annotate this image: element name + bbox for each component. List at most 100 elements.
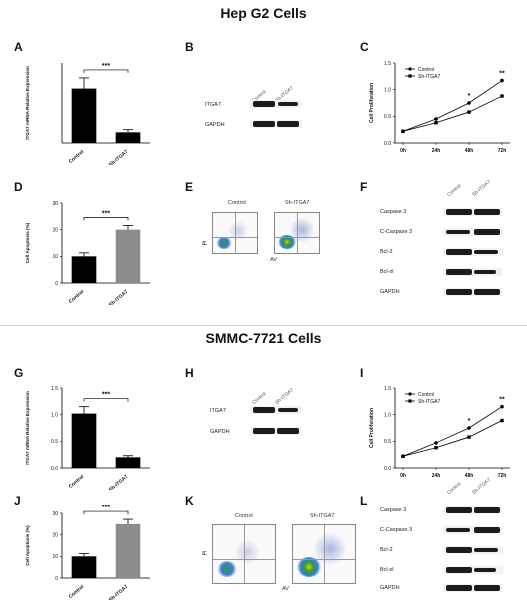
data-point — [401, 129, 405, 133]
bar — [115, 132, 141, 143]
panel-label-a: A — [14, 40, 23, 54]
western-blot-l: Control Sh-ITGA7 Caspase 3 C-Caspase 3 B… — [375, 477, 515, 600]
x-tick-label: Sh-ITGA7 — [108, 289, 129, 305]
y-tick-label: 0.5 — [51, 439, 58, 445]
wb-row-label-gapdh: GAPDH — [380, 289, 400, 295]
significance-label: *** — [102, 392, 110, 399]
wb-row-label-bclxl: Bcl-xl — [380, 269, 394, 275]
bar — [115, 229, 141, 283]
y-tick-label: 0 — [55, 281, 58, 287]
significance-bracket — [83, 510, 129, 515]
significance-bracket — [83, 217, 129, 221]
wb-row-label-gapdh: GAPDH — [380, 585, 400, 591]
bar — [71, 88, 97, 143]
significance-label: ** — [499, 397, 505, 404]
x-tick-label: 48h — [465, 148, 474, 154]
wb-band-row — [250, 100, 302, 108]
wb-band-row — [443, 268, 503, 276]
lane-label-control: Control — [251, 391, 268, 406]
wb-band-row — [443, 288, 503, 296]
flow-cytometry-k: Control Sh-ITGA7 PI AV — [200, 510, 370, 605]
wb-row-label-bcl2: Bcl-2 — [380, 547, 393, 553]
wb-row-label-gapdh: GAPDH — [205, 122, 225, 128]
y-tick-label: 20 — [52, 227, 58, 233]
y-tick-label: 0.0 — [384, 466, 391, 472]
x-tick-label: Sh-ITGA7 — [108, 149, 129, 165]
flow-plot-control — [212, 524, 276, 584]
y-tick-label: 20 — [52, 532, 58, 538]
wb-row-label-itga7: ITGA7 — [205, 102, 221, 108]
y-axis-label: Cell Apoptosis (%) — [25, 525, 30, 566]
wb-band-row — [443, 506, 503, 514]
panel-label-f: F — [360, 180, 368, 194]
y-tick-label: 30 — [52, 201, 58, 207]
panel-label-b: B — [185, 40, 194, 54]
wb-row-label-ccaspase3: C-Caspase 3 — [380, 527, 413, 533]
chart-d-apoptosis: 0 10 20 30 Control Sh-ITGA7 *** Cell Apoptosis … — [25, 201, 150, 305]
flow-plot-shitga7 — [292, 524, 356, 584]
bar — [115, 457, 141, 468]
lane-label-control: Control — [446, 481, 463, 496]
section-divider — [0, 325, 527, 326]
panel-label-h: H — [185, 366, 194, 380]
data-point — [467, 426, 471, 430]
panel-label-e: E — [185, 180, 194, 194]
x-tick-label: 72h — [498, 148, 507, 154]
legend-label: Sh-ITGA7 — [418, 74, 440, 80]
x-tick-label: Sh-ITGA7 — [108, 474, 129, 490]
x-tick-label: 24h — [432, 473, 441, 479]
bar — [115, 523, 141, 578]
data-point — [467, 110, 471, 114]
y-tick-label: 0 — [55, 576, 58, 582]
series-line — [402, 406, 503, 457]
panel-label-c: C — [360, 40, 369, 54]
data-point — [434, 446, 438, 450]
western-blot-h: Control Sh-ITGA7 ITGA7 GAPDH — [200, 385, 320, 465]
significance-label: *** — [102, 63, 110, 70]
data-point — [500, 94, 504, 98]
significance-label: * — [468, 93, 471, 100]
x-tick-label: Control — [68, 584, 86, 600]
x-tick-label: Control — [68, 289, 86, 305]
wb-band-row — [250, 427, 302, 435]
data-point — [467, 101, 471, 105]
chart-a-mrna-expression: Control Sh-ITGA7 *** ITGA7 mRNA Relative Ex… — [25, 63, 150, 165]
x-tick-label: 0h — [400, 473, 406, 479]
wb-band-row — [443, 228, 503, 236]
wb-row-label-ccaspase3: C-Caspase 3 — [380, 229, 413, 235]
lane-label-shitga7: Sh-ITGA7 — [471, 179, 493, 198]
y-tick-label: 1.0 — [384, 87, 391, 93]
significance-label: *** — [102, 505, 110, 511]
panel-label-l: L — [360, 494, 368, 508]
wb-row-label-bclxl: Bcl-xl — [380, 567, 394, 573]
y-tick-label: 0.5 — [384, 114, 391, 120]
western-blot-b: Control Sh-ITGA7 ITGA7 GAPDH — [200, 60, 320, 140]
significance-label: *** — [102, 210, 110, 217]
legend-marker — [408, 67, 412, 71]
flow-title-control: Control — [235, 513, 253, 519]
legend-marker — [408, 74, 412, 78]
data-point — [434, 441, 438, 445]
panel-label-i: I — [360, 366, 364, 380]
section-title-smmc7721: SMMC-7721 Cells — [205, 330, 322, 346]
data-point — [434, 117, 438, 121]
significance-label: ** — [499, 71, 505, 78]
significance-bracket — [83, 69, 129, 73]
wb-band-row — [443, 566, 503, 574]
significance-bracket — [83, 398, 129, 402]
flow-xlabel: AV — [270, 257, 277, 263]
y-tick-label: 1.0 — [384, 412, 391, 418]
wb-band-row — [443, 526, 503, 534]
legend-label: Control — [418, 67, 434, 73]
wb-band-row — [250, 120, 302, 128]
flow-ylabel: PI — [202, 550, 209, 556]
y-axis-label: ITGA7 mRNA Relative Expression — [25, 66, 30, 140]
flow-title-shitga7: Sh-ITGA7 — [310, 513, 335, 519]
y-tick-label: 30 — [52, 511, 58, 517]
y-axis-label: Cell Proliferation — [369, 83, 375, 123]
wb-band-row — [443, 546, 503, 554]
chart-g-mrna-expression: 0.0 0.5 1.0 1.5 Control Sh-ITGA7 *** ITGA7 mRNA… — [25, 386, 150, 490]
y-tick-label: 1.5 — [384, 61, 391, 67]
lane-label-shitga7: Sh-ITGA7 — [274, 387, 296, 406]
significance-label: * — [468, 418, 471, 425]
